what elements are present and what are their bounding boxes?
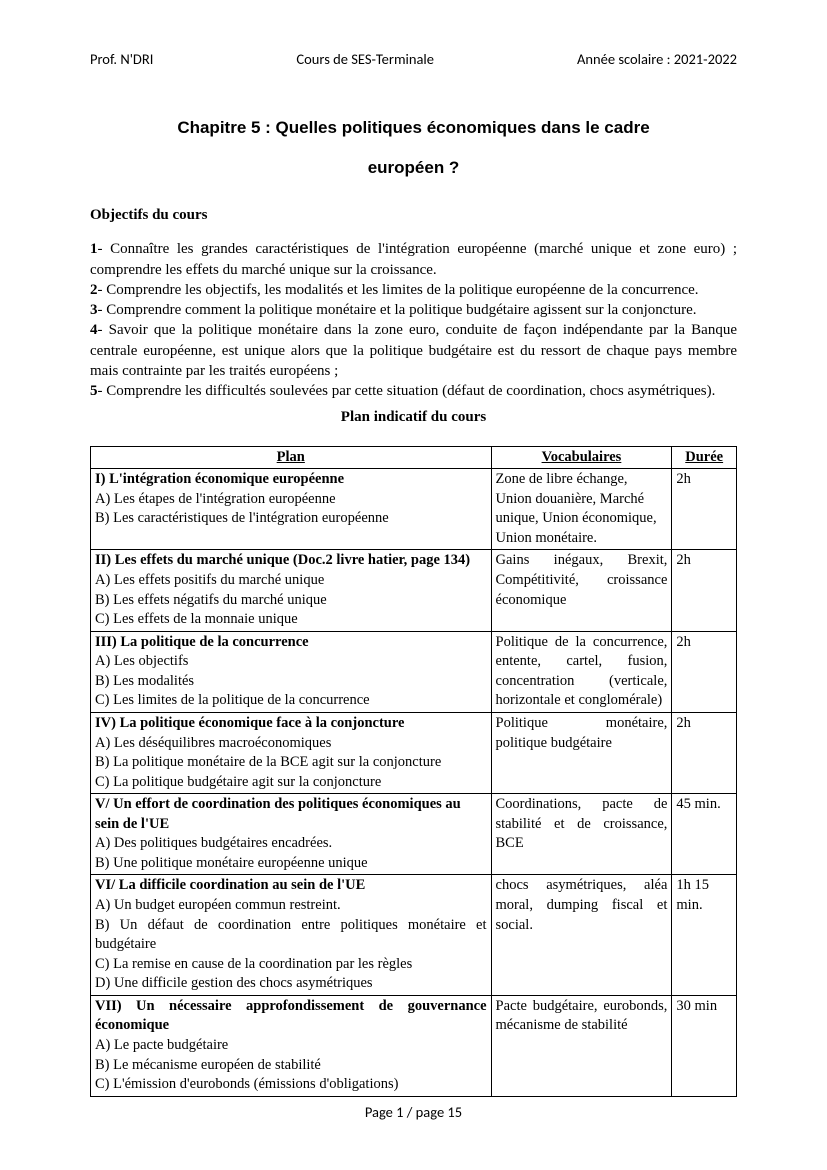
plan-section-title: VI/ La difficile coordination au sein de… [95,876,487,896]
cell-duree: 2h [672,631,737,712]
plan-subitem: B) Les caractéristiques de l'intégration… [95,509,487,529]
plan-subitem: A) Les objectifs [95,652,487,672]
plan-section-title: V/ Un effort de coordination des politiq… [95,795,487,834]
col-header-duree: Durée [672,446,737,469]
page-footer: Page 1 / page 15 [90,1103,737,1123]
table-row: IV) La politique économique face à la co… [91,712,737,793]
cell-vocab: Coordinations, pacte de stabilité et de … [491,794,672,875]
plan-subitem: D) Une difficile gestion des chocs asymé… [95,974,487,994]
objective-text: - Comprendre les objectifs, les modalité… [98,282,699,298]
objectives-list: 1- Connaître les grandes caractéristique… [90,239,737,401]
plan-section-title: VII) Un nécessaire approfondissement de … [95,997,487,1036]
objective-item: 3- Comprendre comment la politique monét… [90,300,737,320]
cell-vocab: Politique de la concurrence, entente, ca… [491,631,672,712]
cell-duree: 1h 15 min. [672,875,737,995]
table-row: I) L'intégration économique européenneA)… [91,469,737,550]
cell-duree: 45 min. [672,794,737,875]
table-row: III) La politique de la concurrenceA) Le… [91,631,737,712]
table-row: V/ Un effort de coordination des politiq… [91,794,737,875]
cell-plan: VII) Un nécessaire approfondissement de … [91,995,492,1096]
cell-plan: II) Les effets du marché unique (Doc.2 l… [91,550,492,631]
objective-number: 2 [90,282,98,298]
plan-subitem: B) Un défaut de coordination entre polit… [95,916,487,955]
cell-plan: I) L'intégration économique européenneA)… [91,469,492,550]
chapter-title: Chapitre 5 : Quelles politiques économiq… [90,108,737,190]
table-header-row: Plan Vocabulaires Durée [91,446,737,469]
plan-section-title: I) L'intégration économique européenne [95,470,487,490]
cell-vocab: Politique monétaire, politique budgétair… [491,712,672,793]
plan-subitem: B) Le mécanisme européen de stabilité [95,1056,487,1076]
objective-number: 4 [90,322,98,338]
cell-plan: IV) La politique économique face à la co… [91,712,492,793]
plan-subitem: B) Les effets négatifs du marché unique [95,591,487,611]
table-row: VI/ La difficile coordination au sein de… [91,875,737,995]
col-header-vocab: Vocabulaires [491,446,672,469]
plan-subitem: A) Les déséquilibres macroéconomiques [95,734,487,754]
header-center: Cours de SES-Terminale [296,50,434,70]
col-header-plan: Plan [91,446,492,469]
objective-number: 3 [90,302,98,318]
header-right: Année scolaire : 2021-2022 [577,50,737,70]
objective-text: - Comprendre les difficultés soulevées p… [98,383,716,399]
objective-item: 5- Comprendre les difficultés soulevées … [90,381,737,401]
cell-plan: III) La politique de la concurrenceA) Le… [91,631,492,712]
objective-text: - Connaître les grandes caractéristiques… [90,241,737,277]
cell-plan: V/ Un effort de coordination des politiq… [91,794,492,875]
plan-subitem: A) Les effets positifs du marché unique [95,571,487,591]
cell-duree: 30 min [672,995,737,1096]
header-left: Prof. N'DRI [90,50,153,70]
objective-item: 1- Connaître les grandes caractéristique… [90,239,737,280]
cell-plan: VI/ La difficile coordination au sein de… [91,875,492,995]
cell-duree: 2h [672,550,737,631]
plan-subitem: A) Un budget européen commun restreint. [95,896,487,916]
cell-vocab: chocs asymétriques, aléa moral, dumping … [491,875,672,995]
objectives-heading: Objectifs du cours [90,205,737,225]
objective-number: 5 [90,383,98,399]
plan-subitem: C) La politique budgétaire agit sur la c… [95,773,487,793]
table-row: II) Les effets du marché unique (Doc.2 l… [91,550,737,631]
plan-subitem: B) Les modalités [95,672,487,692]
table-row: VII) Un nécessaire approfondissement de … [91,995,737,1096]
objective-text: - Savoir que la politique monétaire dans… [90,322,737,379]
cell-duree: 2h [672,469,737,550]
cell-duree: 2h [672,712,737,793]
cell-vocab: Pacte budgétaire, eurobonds, mécanisme d… [491,995,672,1096]
plan-subitem: A) Le pacte budgétaire [95,1036,487,1056]
plan-section-title: II) Les effets du marché unique (Doc.2 l… [95,551,487,571]
chapter-title-line2: européen ? [90,148,737,189]
plan-subitem: C) L'émission d'eurobonds (émissions d'o… [95,1075,487,1095]
page-header: Prof. N'DRI Cours de SES-Terminale Année… [90,50,737,70]
objective-item: 2- Comprendre les objectifs, les modalit… [90,280,737,300]
plan-subitem: C) Les effets de la monnaie unique [95,610,487,630]
plan-subitem: C) Les limites de la politique de la con… [95,691,487,711]
plan-section-title: III) La politique de la concurrence [95,633,487,653]
plan-table: Plan Vocabulaires Durée I) L'intégration… [90,446,737,1097]
plan-heading: Plan indicatif du cours [90,407,737,427]
plan-subitem: A) Les étapes de l'intégration européenn… [95,490,487,510]
plan-subitem: B) Une politique monétaire européenne un… [95,854,487,874]
plan-section-title: IV) La politique économique face à la co… [95,714,487,734]
plan-subitem: B) La politique monétaire de la BCE agit… [95,753,487,773]
plan-subitem: A) Des politiques budgétaires encadrées. [95,834,487,854]
cell-vocab: Zone de libre échange, Union douanière, … [491,469,672,550]
objective-number: 1 [90,241,98,257]
chapter-title-line1: Chapitre 5 : Quelles politiques économiq… [90,108,737,149]
plan-subitem: C) La remise en cause de la coordination… [95,955,487,975]
objective-text: - Comprendre comment la politique monéta… [98,302,697,318]
cell-vocab: Gains inégaux, Brexit, Compétitivité, cr… [491,550,672,631]
objective-item: 4- Savoir que la politique monétaire dan… [90,320,737,381]
